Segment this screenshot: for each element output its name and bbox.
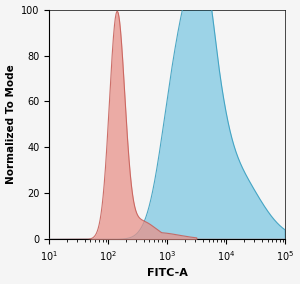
X-axis label: FITC-A: FITC-A: [147, 268, 188, 278]
Y-axis label: Normalized To Mode: Normalized To Mode: [6, 64, 16, 184]
